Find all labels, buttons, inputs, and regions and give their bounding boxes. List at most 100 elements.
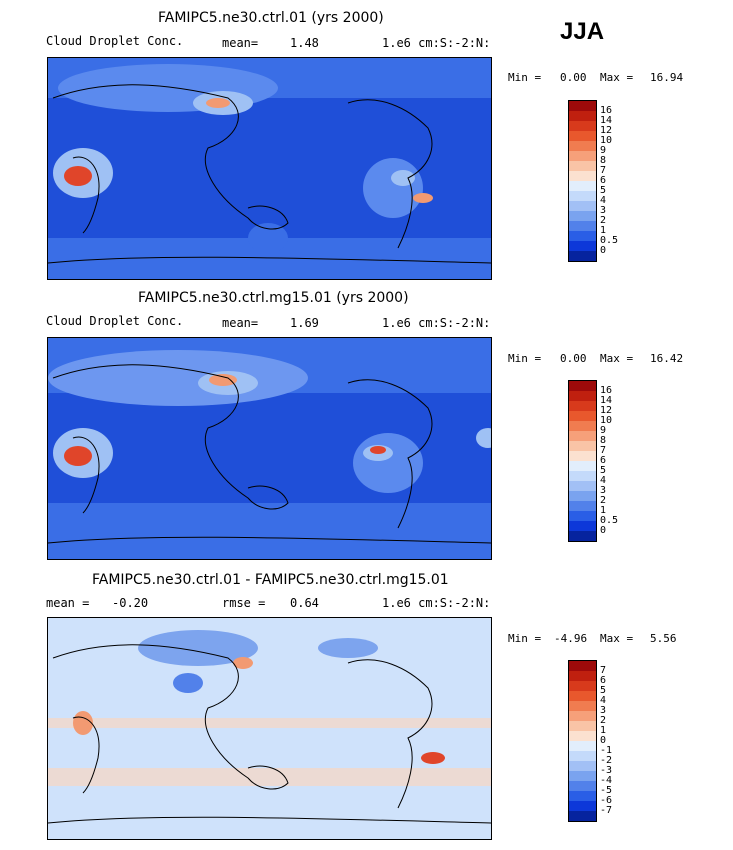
panel-3-mean-value: -0.20	[112, 596, 149, 610]
panel-3-title: FAMIPC5.ne30.ctrl.01 - FAMIPC5.ne30.ctrl…	[92, 572, 449, 588]
colorbar-tick-label: 6	[600, 175, 607, 186]
colorbar-swatch	[569, 691, 596, 701]
colorbar-swatch	[569, 391, 596, 401]
colorbar-swatch	[569, 771, 596, 781]
south-america-mid	[391, 170, 415, 186]
panel-3-rmse-label: rmse =	[222, 596, 266, 610]
tibet-negative	[173, 673, 203, 693]
panel-3-min-label: Min =	[508, 632, 542, 645]
panel-2-variable: Cloud Droplet Conc.	[46, 314, 184, 328]
south-america-high	[363, 158, 423, 218]
colorbar-tick-label: 10	[600, 135, 613, 146]
south-america-high	[353, 433, 423, 493]
panel-3-rmse-value: 0.64	[290, 596, 319, 610]
season-label: JJA	[560, 18, 605, 45]
panel-1-min-label: Min =	[508, 71, 542, 84]
colorbar-swatch	[569, 421, 596, 431]
panel-1-min-value: 0.00	[560, 71, 587, 84]
panel-3-mean-label: mean =	[46, 596, 90, 610]
colorbar-swatch	[569, 761, 596, 771]
colorbar-tick-label: 12	[600, 125, 613, 136]
panel-2-units: 1.e6 cm:S:-2:N:	[382, 316, 491, 330]
colorbar-tick-label: 5	[600, 185, 607, 196]
colorbar-tick-label: 4	[600, 195, 607, 206]
panel-1-mean-label: mean=	[222, 36, 259, 50]
colorbar-tick-label: 6	[600, 455, 607, 466]
colorbar-tick-label: 2	[600, 715, 607, 726]
colorbar-tick-label: 7	[600, 665, 607, 676]
colorbar-swatch	[569, 671, 596, 681]
colorbar-swatch	[569, 451, 596, 461]
colorbar-tick-label: 5	[600, 465, 607, 476]
colorbar-swatches	[568, 100, 597, 262]
coastlines	[48, 644, 491, 824]
colorbar-tick-label: 8	[600, 155, 607, 166]
colorbar-swatch	[569, 121, 596, 131]
panel-3-min-value: -4.96	[554, 632, 588, 645]
colorbar-tick-label: 12	[600, 405, 613, 416]
colorbar-swatch	[569, 801, 596, 811]
south-america-hotspot	[370, 446, 386, 454]
colorbar-swatch	[569, 531, 596, 541]
colorbar-tick-label: 14	[600, 115, 613, 126]
panel-2-max-value: 16.42	[650, 352, 684, 365]
colorbar-swatch	[569, 701, 596, 711]
china-hotspot	[209, 374, 237, 386]
colorbar-swatch	[569, 241, 596, 251]
colorbar-swatch	[569, 151, 596, 161]
panel-1-colorbar: 16 14 12 10 9 8 7 6 5 4 3 2 1 0.5 0	[568, 100, 618, 262]
panel-2-map	[47, 337, 492, 560]
colorbar-swatch	[569, 791, 596, 801]
colorbar-swatch	[569, 681, 596, 691]
colorbar-tick-label: 0	[600, 245, 607, 256]
colorbar-swatch	[569, 161, 596, 171]
colorbar-swatch	[569, 381, 596, 391]
colorbar-swatch	[569, 141, 596, 151]
colorbar-tick-label: 0	[600, 735, 607, 746]
colorbar-tick-label: 0	[600, 525, 607, 536]
colorbar-swatch	[569, 781, 596, 791]
colorbar-tick-label: 2	[600, 495, 607, 506]
colorbar-tick-label: -3	[600, 765, 613, 776]
panel-1-map	[47, 57, 492, 280]
colorbar-swatch	[569, 471, 596, 481]
colorbar-swatches	[568, 380, 597, 542]
diff-field	[48, 618, 491, 839]
tropical-band	[48, 718, 491, 728]
colorbar-tick-label: 9	[600, 425, 607, 436]
colorbar-swatch	[569, 461, 596, 471]
north-america-negative	[318, 638, 378, 658]
colorbar-tick-label: -6	[600, 795, 613, 806]
panel-2-mean-label: mean=	[222, 316, 259, 330]
colorbar-swatch	[569, 171, 596, 181]
east-edge-high	[476, 428, 491, 448]
colorbar-swatch	[569, 481, 596, 491]
china-hotspot	[206, 98, 230, 108]
colorbar-tick-label: 14	[600, 395, 613, 406]
panel-1-max-label: Max =	[600, 71, 634, 84]
east-asia-positive	[233, 657, 253, 669]
colorbar-tick-label: 6	[600, 675, 607, 686]
colorbar-tick-label: 0.5	[600, 235, 619, 246]
colorbar-tick-label: 9	[600, 145, 607, 156]
colorbar-tick-label: 16	[600, 105, 613, 116]
colorbar-swatch	[569, 491, 596, 501]
panel-1-variable: Cloud Droplet Conc.	[46, 34, 184, 48]
panel-1-mean-value: 1.48	[290, 36, 319, 50]
colorbar-swatch	[569, 401, 596, 411]
panel-2-min-value: 0.00	[560, 352, 587, 365]
southern-band	[48, 503, 491, 559]
panel-2-min-label: Min =	[508, 352, 542, 365]
colorbar-swatch	[569, 441, 596, 451]
panel-2-colorbar: 16 14 12 10 9 8 7 6 5 4 3 2 1 0.5 0	[568, 380, 618, 542]
panel-1-units: 1.e6 cm:S:-2:N:	[382, 36, 491, 50]
south-america-hotspot	[413, 193, 433, 203]
colorbar-swatch	[569, 201, 596, 211]
colorbar-tick-label: -4	[600, 775, 613, 786]
colorbar-swatch	[569, 191, 596, 201]
colorbar-swatch	[569, 711, 596, 721]
colorbar-swatches	[568, 660, 597, 822]
colorbar-swatch	[569, 101, 596, 111]
south-america-positive	[421, 752, 445, 764]
panel-2-title: FAMIPC5.ne30.ctrl.mg15.01 (yrs 2000)	[138, 290, 409, 306]
